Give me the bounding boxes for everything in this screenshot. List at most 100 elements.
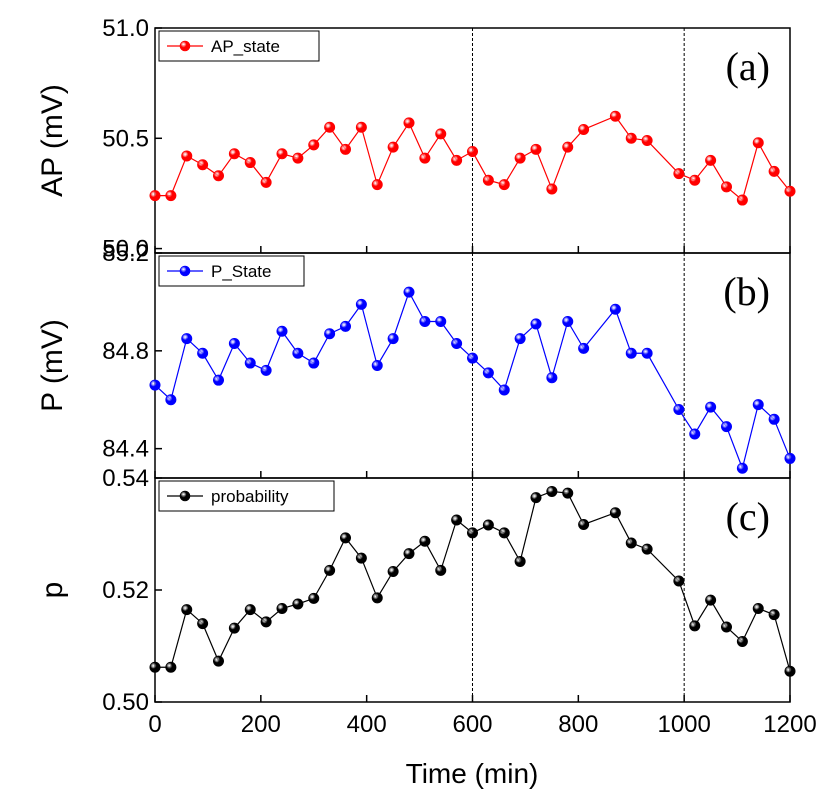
data-point bbox=[546, 183, 558, 195]
data-point bbox=[276, 325, 288, 337]
data-point bbox=[244, 357, 256, 369]
data-point bbox=[435, 315, 447, 327]
y-tick-label: 51.0 bbox=[102, 15, 149, 42]
legend-label: probability bbox=[211, 487, 289, 506]
data-point bbox=[562, 315, 574, 327]
data-point bbox=[403, 548, 415, 560]
data-point bbox=[609, 303, 621, 315]
legend-label: AP_state bbox=[211, 37, 280, 56]
data-point bbox=[197, 618, 209, 630]
data-point bbox=[546, 372, 558, 384]
data-point bbox=[197, 159, 209, 171]
data-point bbox=[419, 152, 431, 164]
data-point bbox=[451, 337, 463, 349]
data-point bbox=[641, 135, 653, 147]
data-point bbox=[181, 150, 193, 162]
data-point bbox=[768, 165, 780, 177]
data-point bbox=[292, 347, 304, 359]
y-tick-label: 84.4 bbox=[102, 436, 149, 463]
data-point bbox=[149, 190, 161, 202]
data-point bbox=[498, 384, 510, 396]
data-point bbox=[435, 564, 447, 576]
data-point bbox=[181, 333, 193, 345]
data-point bbox=[149, 661, 161, 673]
data-point bbox=[530, 318, 542, 330]
data-point bbox=[578, 123, 590, 135]
data-point bbox=[720, 421, 732, 433]
data-point bbox=[419, 315, 431, 327]
data-point bbox=[689, 620, 701, 632]
data-point bbox=[165, 661, 177, 673]
x-tick-label: 1200 bbox=[763, 711, 816, 738]
data-point bbox=[435, 128, 447, 140]
data-point bbox=[228, 148, 240, 160]
data-point bbox=[228, 622, 240, 634]
y-axis-label: p bbox=[36, 582, 69, 599]
data-point bbox=[625, 347, 637, 359]
data-point bbox=[371, 592, 383, 604]
data-point bbox=[705, 401, 717, 413]
data-point bbox=[689, 174, 701, 186]
data-point bbox=[784, 185, 796, 197]
data-point bbox=[371, 359, 383, 371]
data-point bbox=[530, 492, 542, 504]
data-point bbox=[514, 152, 526, 164]
data-point bbox=[720, 621, 732, 633]
data-point bbox=[387, 333, 399, 345]
data-point bbox=[641, 543, 653, 555]
data-point bbox=[355, 552, 367, 564]
data-point bbox=[768, 413, 780, 425]
data-point bbox=[149, 379, 161, 391]
data-point bbox=[339, 320, 351, 332]
data-point bbox=[752, 137, 764, 149]
data-point bbox=[752, 399, 764, 411]
panel-tag: (c) bbox=[726, 494, 770, 539]
x-axis-label: Time (min) bbox=[406, 758, 539, 789]
data-point bbox=[514, 333, 526, 345]
data-point bbox=[451, 514, 463, 526]
legend-marker bbox=[179, 265, 191, 277]
legend-label: P_State bbox=[211, 262, 272, 281]
data-point bbox=[324, 121, 336, 133]
data-point bbox=[292, 152, 304, 164]
data-point bbox=[181, 604, 193, 616]
x-tick-label: 200 bbox=[241, 711, 281, 738]
data-point bbox=[324, 328, 336, 340]
data-point bbox=[308, 139, 320, 151]
y-tick-label: 0.50 bbox=[102, 689, 149, 716]
data-point bbox=[736, 636, 748, 648]
panel-tag: (a) bbox=[726, 44, 770, 89]
data-point bbox=[673, 404, 685, 416]
data-point bbox=[213, 374, 225, 386]
data-point bbox=[784, 665, 796, 677]
data-point bbox=[387, 141, 399, 153]
data-point bbox=[705, 154, 717, 166]
data-point bbox=[324, 564, 336, 576]
data-point bbox=[625, 537, 637, 549]
x-tick-label: 0 bbox=[148, 711, 161, 738]
y-axis-label: AP (mV) bbox=[36, 84, 69, 197]
x-tick-label: 800 bbox=[558, 711, 598, 738]
data-point bbox=[308, 357, 320, 369]
data-point bbox=[403, 286, 415, 298]
data-point bbox=[466, 146, 478, 158]
x-tick-label: 1000 bbox=[657, 711, 710, 738]
data-point bbox=[641, 347, 653, 359]
data-point bbox=[562, 487, 574, 499]
panel-tag: (b) bbox=[723, 269, 770, 314]
legend-marker bbox=[179, 40, 191, 52]
data-point bbox=[562, 141, 574, 153]
data-point bbox=[213, 170, 225, 182]
data-point bbox=[403, 117, 415, 129]
y-tick-label: 84.8 bbox=[102, 338, 149, 365]
data-point bbox=[466, 527, 478, 539]
data-point bbox=[165, 394, 177, 406]
data-point bbox=[165, 190, 177, 202]
legend-marker bbox=[179, 490, 191, 502]
data-point bbox=[482, 174, 494, 186]
data-point bbox=[578, 342, 590, 354]
data-point bbox=[546, 485, 558, 497]
data-point bbox=[419, 535, 431, 547]
data-point bbox=[276, 602, 288, 614]
